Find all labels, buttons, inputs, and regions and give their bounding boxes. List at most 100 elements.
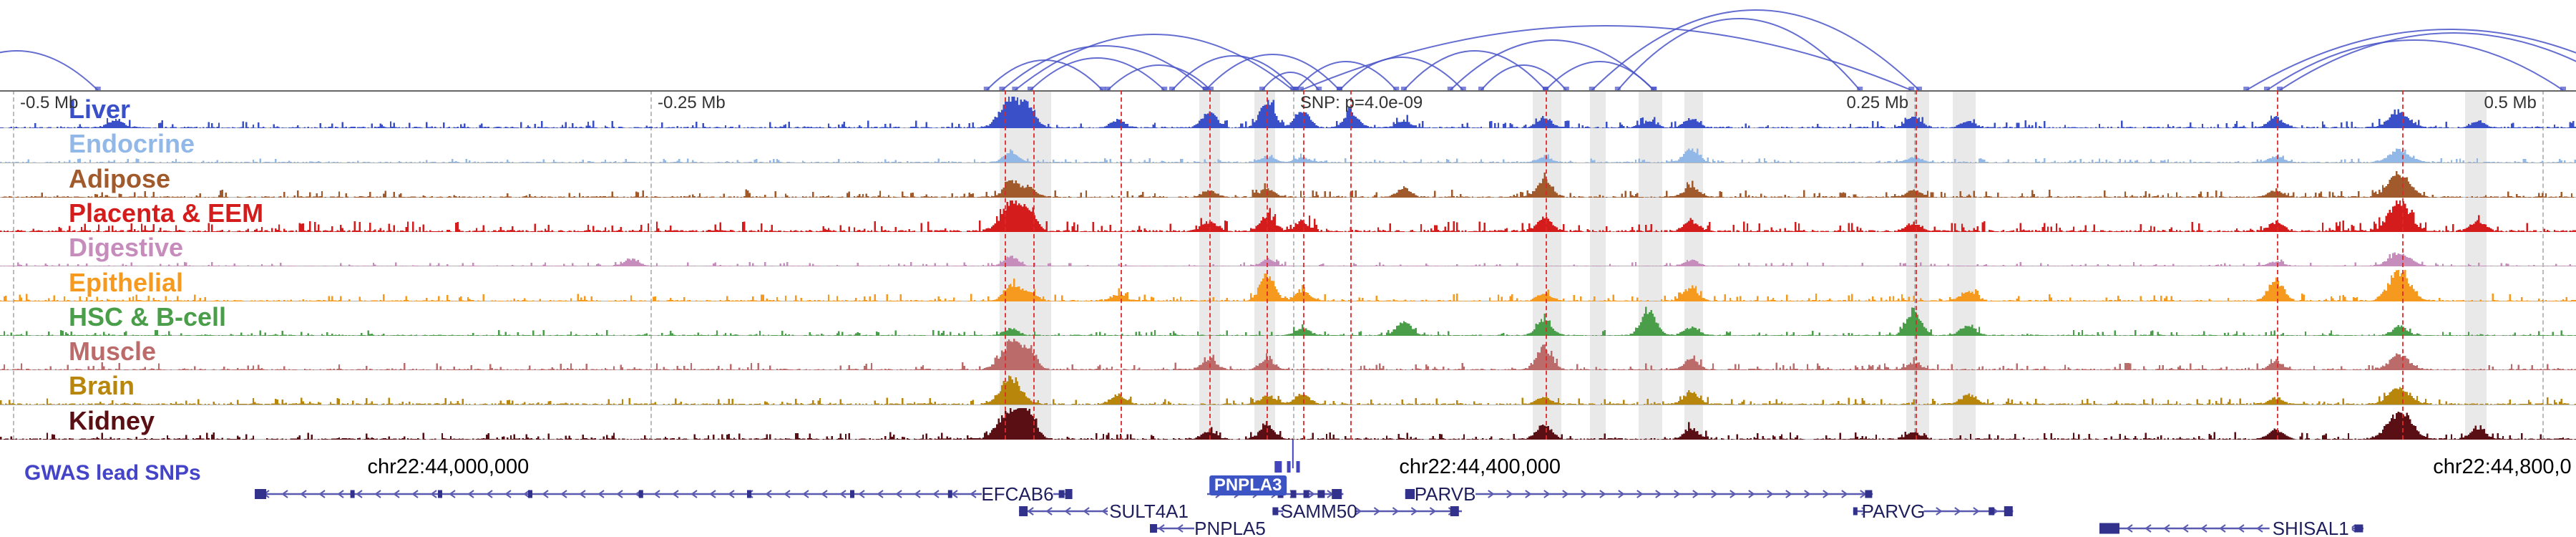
track-label-placenta-eem[interactable]: Placenta & EEM (69, 198, 264, 228)
gene-label: SHISAL1 (2273, 518, 2349, 537)
interaction-arc[interactable] (2245, 29, 2576, 91)
interaction-arc[interactable] (1030, 57, 1165, 91)
signal-liver[interactable] (0, 94, 2576, 128)
track-label-adipose[interactable]: Adipose (69, 163, 171, 193)
exon-block (747, 490, 751, 498)
signal-epithelial[interactable] (0, 267, 2576, 301)
gene-label: PARVB (1415, 483, 1476, 505)
interaction-arc[interactable] (1205, 54, 1340, 91)
exon-block (438, 490, 442, 498)
arc-anchor (1105, 87, 1111, 90)
highlight-band (1638, 90, 1663, 440)
lead-snp-marker[interactable] (1274, 461, 1282, 473)
signal-placenta-eem[interactable] (0, 198, 2576, 232)
exon-block (2004, 506, 2013, 516)
exon-block (528, 490, 532, 498)
ruler-tick-label: -0.5 Mb (20, 93, 79, 112)
exon-block (1450, 506, 1459, 516)
highlight-band (1906, 90, 1930, 440)
arc-anchor (1478, 87, 1484, 90)
gene-samm50[interactable]: SAMM50 (1272, 500, 1462, 522)
highlight-band (1589, 90, 1606, 440)
gene-pnpla5[interactable]: PNPLA5 (1150, 518, 1266, 537)
interaction-arc[interactable] (2266, 39, 2564, 91)
track-row-liver: Liver (0, 94, 2576, 129)
interaction-arc[interactable] (1001, 45, 1206, 91)
signal-digestive[interactable] (0, 232, 2576, 267)
signal-kidney[interactable] (0, 405, 2576, 440)
exon-block (2354, 524, 2363, 533)
gene-annotation-track[interactable]: EFCAB6 PNPLA3 PARVB SULT4A1 SAMM50 PARVG PNPLA… (0, 440, 2576, 537)
signal-adipose[interactable] (0, 163, 2576, 198)
ruler-tick-label: -0.25 Mb (658, 93, 726, 112)
track-row-brain: Brain (0, 370, 2576, 405)
signal-endocrine[interactable] (0, 128, 2576, 163)
exon-block (638, 490, 643, 498)
signal-muscle[interactable] (0, 336, 2576, 371)
interaction-arc[interactable] (0, 50, 99, 91)
arc-anchor (1651, 87, 1657, 90)
track-label-muscle[interactable]: Muscle (69, 337, 157, 367)
exon-block (850, 490, 854, 498)
interaction-arc[interactable] (1300, 25, 1912, 91)
gene-sult4a1[interactable]: SULT4A1 (1019, 500, 1191, 522)
gwas-lead-snps-track-label[interactable]: GWAS lead SNPs (24, 461, 201, 485)
lead-snp-marker[interactable] (1296, 461, 1300, 473)
gene-label-backing (1194, 519, 1266, 537)
annotation-panel: GWAS lead SNPs EFCAB6 PNPLA3 PARVB SULT4A1 S… (0, 440, 2576, 537)
arc-anchor (1316, 87, 1322, 90)
track-label-epithelial[interactable]: Epithelial (69, 267, 184, 297)
gene-parvb[interactable]: PARVB (1405, 483, 1873, 505)
track-label-brain[interactable]: Brain (69, 371, 135, 401)
arc-anchor (1161, 87, 1168, 90)
signal-hsc-b-cell[interactable] (0, 301, 2576, 336)
gene-label: SAMM50 (1281, 500, 1357, 522)
interaction-arc[interactable] (1450, 39, 1654, 91)
gene-efcab6[interactable]: EFCAB6 (255, 483, 1073, 505)
interaction-arc[interactable] (1545, 61, 1654, 91)
arc-anchor (94, 87, 101, 90)
arc-anchor (1202, 87, 1209, 90)
ruler-gridline (13, 90, 14, 440)
track-label-hsc-b-cell[interactable]: HSC & B-cell (69, 301, 227, 332)
signal-brain[interactable] (0, 370, 2576, 405)
arc-anchor (1292, 87, 1299, 90)
arc-anchor (1614, 87, 1621, 90)
track-row-hsc-b-cell: HSC & B-cell (0, 301, 2576, 337)
interaction-arc[interactable] (1295, 61, 1397, 91)
arc-anchor (1337, 87, 1342, 90)
exon-block (1405, 489, 1417, 499)
track-label-digestive[interactable]: Digestive (69, 233, 184, 263)
gene-shisal1[interactable]: SHISAL1 (2099, 518, 2363, 537)
ruler-gridline (1292, 90, 1294, 440)
arc-anchor (1563, 87, 1569, 90)
ruler-gridline (1914, 90, 1916, 440)
interaction-arc[interactable] (1014, 34, 1294, 91)
exon-block (1865, 490, 1873, 498)
genomic-coordinate-label: chr22:44,400,000 (1399, 455, 1561, 478)
track-label-endocrine[interactable]: Endocrine (69, 129, 195, 159)
gene-label: PNPLA5 (1194, 518, 1266, 537)
track-label-liver[interactable]: Liver (69, 95, 131, 124)
coordinate-ruler[interactable] (0, 90, 2576, 92)
interaction-arc[interactable] (1403, 50, 1546, 91)
gene-parvg[interactable]: PARVG (1853, 500, 2014, 522)
interaction-arc[interactable] (1107, 64, 1211, 91)
track-row-digestive: Digestive (0, 232, 2576, 267)
exon-block (1058, 490, 1065, 498)
interaction-arc[interactable] (1617, 18, 1860, 91)
arc-anchor (1916, 87, 1922, 90)
interaction-arc[interactable] (1591, 9, 1920, 91)
interaction-arc[interactable] (1262, 72, 1319, 91)
interaction-arc[interactable] (2279, 32, 2576, 91)
track-label-kidney[interactable]: Kidney (69, 405, 155, 435)
chromatin-interaction-arcs-track[interactable] (0, 0, 2576, 91)
arc-anchor (1857, 87, 1863, 90)
interaction-arc[interactable] (1339, 57, 1464, 91)
lead-snp-marker[interactable] (1287, 461, 1291, 473)
gene-label-backing (1863, 502, 1924, 521)
ruler-tick-label: 0.5 Mb (2484, 93, 2537, 112)
gene-pnpla3[interactable]: PNPLA3 (1206, 475, 1344, 499)
arc-anchor (1259, 87, 1265, 90)
